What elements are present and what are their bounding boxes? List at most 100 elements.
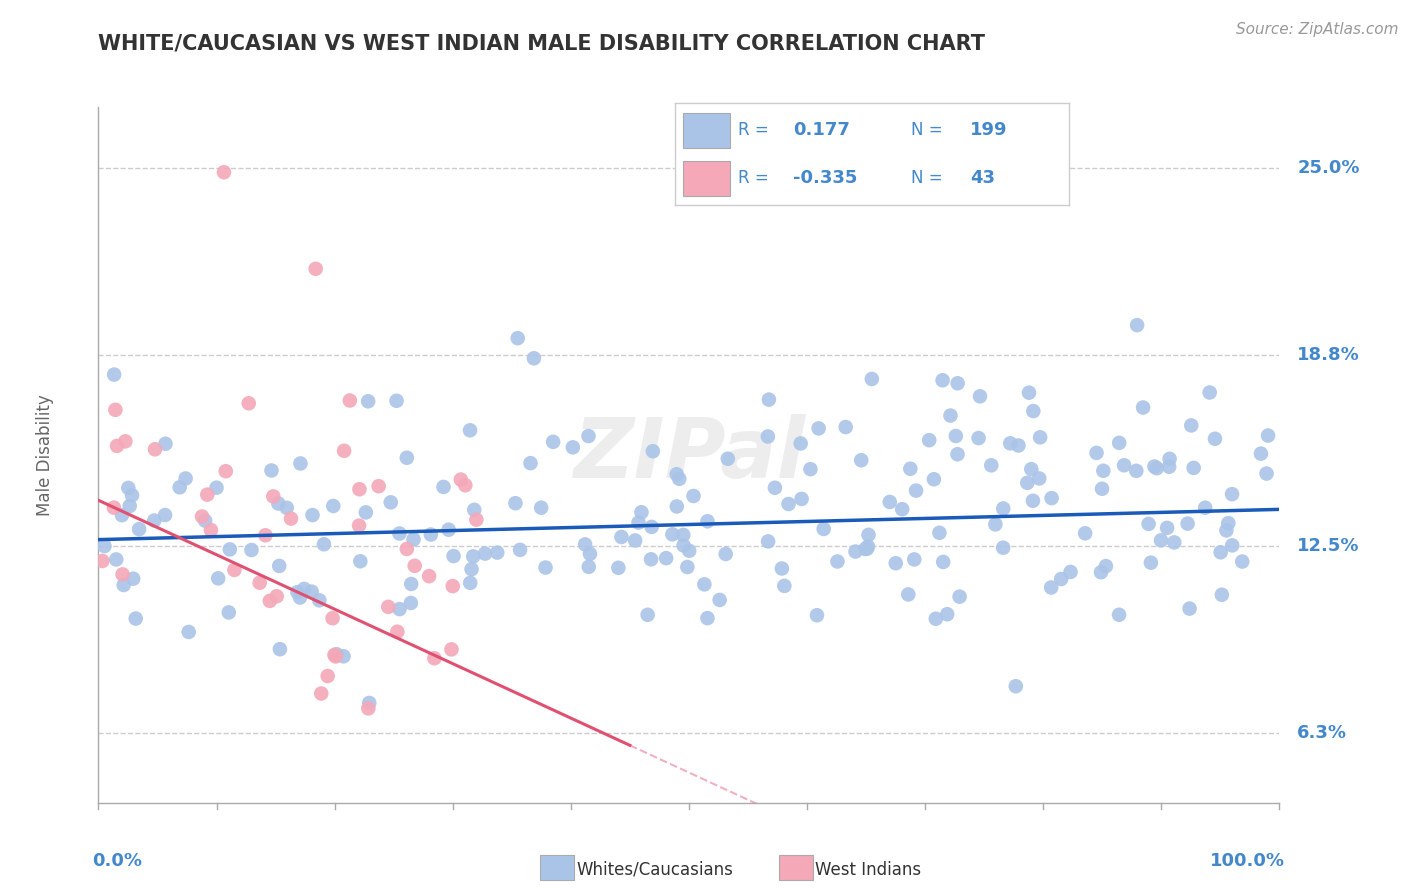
Point xyxy=(967,431,990,445)
Text: 100.0%: 100.0% xyxy=(1211,852,1285,870)
Point xyxy=(945,429,967,443)
Point xyxy=(463,503,485,517)
Point xyxy=(288,591,311,605)
Point xyxy=(682,489,704,503)
Point xyxy=(367,479,389,493)
Point xyxy=(756,429,779,443)
Text: 25.0%: 25.0% xyxy=(1298,159,1360,177)
Point xyxy=(450,473,472,487)
Text: 0.0%: 0.0% xyxy=(93,852,142,870)
Point xyxy=(260,463,283,477)
Point xyxy=(301,508,323,522)
Point xyxy=(1074,526,1097,541)
Point xyxy=(770,561,793,575)
Point xyxy=(807,421,830,435)
Point xyxy=(118,499,141,513)
Point xyxy=(316,669,339,683)
Point xyxy=(578,429,600,443)
Point xyxy=(1256,467,1278,481)
Point xyxy=(928,525,950,540)
Point xyxy=(931,373,953,387)
Point xyxy=(1108,435,1130,450)
Point xyxy=(1040,491,1063,505)
Point xyxy=(813,522,835,536)
Point xyxy=(856,540,879,554)
Point xyxy=(1215,524,1237,538)
Point xyxy=(143,442,166,457)
Text: N =: N = xyxy=(911,121,942,139)
Point xyxy=(932,555,955,569)
Point xyxy=(441,579,464,593)
Point xyxy=(465,513,488,527)
Point xyxy=(534,560,557,574)
Point xyxy=(1040,581,1063,595)
Point xyxy=(1159,459,1181,474)
Text: 6.3%: 6.3% xyxy=(1298,724,1347,742)
Point xyxy=(91,554,114,568)
Point xyxy=(460,562,482,576)
Point xyxy=(1108,607,1130,622)
Point xyxy=(1159,451,1181,466)
Point xyxy=(693,577,716,591)
Point xyxy=(325,647,347,661)
Point xyxy=(125,611,148,625)
Point xyxy=(103,500,125,515)
Point xyxy=(665,500,688,514)
Point xyxy=(205,481,228,495)
Point xyxy=(844,544,866,558)
Point xyxy=(925,612,948,626)
Point xyxy=(717,451,740,466)
Point xyxy=(93,539,115,553)
Text: R =: R = xyxy=(738,121,769,139)
Text: WHITE/CAUCASIAN VS WEST INDIAN MALE DISABILITY CORRELATION CHART: WHITE/CAUCASIAN VS WEST INDIAN MALE DISA… xyxy=(98,34,986,54)
Point xyxy=(443,549,465,563)
Point xyxy=(641,444,664,458)
Point xyxy=(624,533,647,548)
Point xyxy=(240,543,263,558)
Point xyxy=(991,541,1014,555)
Point xyxy=(1059,565,1081,579)
Point xyxy=(323,648,346,662)
Point xyxy=(763,481,786,495)
Point xyxy=(509,542,531,557)
Point xyxy=(506,331,529,345)
Text: West Indians: West Indians xyxy=(815,861,921,879)
Point xyxy=(799,462,821,476)
Point xyxy=(1137,516,1160,531)
Point xyxy=(474,547,496,561)
Point xyxy=(1126,318,1149,333)
Point xyxy=(758,392,780,407)
Point xyxy=(898,462,921,476)
Point xyxy=(936,607,959,622)
Point xyxy=(1211,588,1233,602)
Point xyxy=(174,471,197,485)
Point xyxy=(993,501,1015,516)
Point xyxy=(607,561,630,575)
Point xyxy=(325,649,347,664)
Text: Whites/Caucasians: Whites/Caucasians xyxy=(576,861,734,879)
Point xyxy=(207,571,229,585)
Point xyxy=(665,467,688,482)
Point xyxy=(610,530,633,544)
Point xyxy=(269,642,291,657)
Point xyxy=(339,393,361,408)
Point xyxy=(1022,404,1045,418)
FancyBboxPatch shape xyxy=(683,161,730,196)
Point xyxy=(1029,430,1052,444)
Point xyxy=(105,552,128,566)
Point xyxy=(851,453,873,467)
Point xyxy=(155,436,177,450)
Point xyxy=(709,593,731,607)
Point xyxy=(122,572,145,586)
Point xyxy=(224,563,246,577)
Point xyxy=(440,642,463,657)
Point xyxy=(1218,516,1240,530)
Point xyxy=(969,389,991,403)
Point xyxy=(1204,432,1226,446)
Point xyxy=(630,505,652,519)
Point xyxy=(655,551,678,566)
Point xyxy=(249,575,271,590)
Point xyxy=(432,480,454,494)
Point xyxy=(1000,436,1022,450)
Point xyxy=(696,611,718,625)
